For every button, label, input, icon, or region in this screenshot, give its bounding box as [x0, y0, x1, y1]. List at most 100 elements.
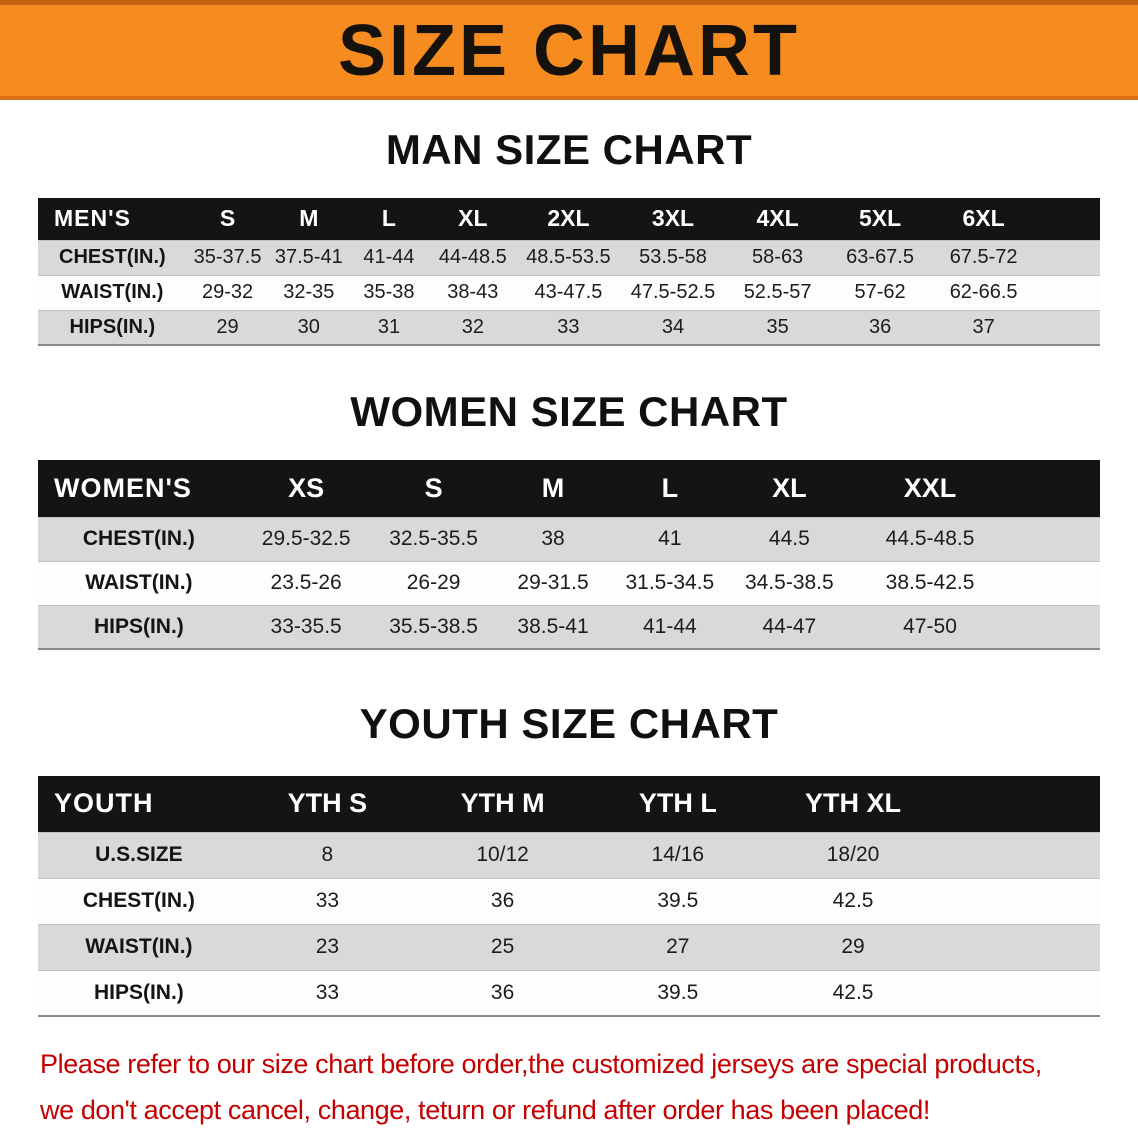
table-row: CHEST(IN.) 33 36 39.5 42.5 [38, 877, 1100, 924]
size-header-cell: S [186, 198, 269, 240]
youth-corner-header: YOUTH [38, 776, 240, 832]
spacer-cell [1036, 239, 1100, 275]
table-row: WAIST(IN.) 29-32 32-35 35-38 38-43 43-47… [38, 274, 1100, 310]
size-value-cell: 32.5-35.5 [372, 516, 495, 561]
table-row: U.S.SIZE 8 10/12 14/16 18/20 [38, 831, 1100, 878]
size-header-cell: L [611, 460, 729, 517]
size-value-cell: 26-29 [372, 560, 495, 605]
spacer-cell [1036, 198, 1100, 240]
size-header-cell: XL [428, 198, 517, 240]
size-value-cell: 42.5 [765, 877, 941, 924]
size-value-cell: 48.5-53.5 [516, 239, 620, 275]
row-label: HIPS(IN.) [38, 604, 240, 649]
size-value-cell: 38 [494, 516, 612, 561]
spacer-cell [940, 923, 1100, 970]
row-label: WAIST(IN.) [38, 560, 240, 605]
disclaimer-text: Please refer to our size chart before or… [0, 1041, 1138, 1133]
size-value-cell: 14/16 [590, 831, 766, 878]
size-header-cell: 4XL [726, 198, 830, 240]
size-value-cell: 18/20 [765, 831, 941, 878]
size-header-cell: YTH L [590, 776, 766, 832]
row-label: CHEST(IN.) [38, 239, 187, 275]
size-value-cell: 44.5-48.5 [850, 516, 1010, 561]
spacer-cell [1036, 274, 1100, 310]
size-value-cell: 32 [428, 309, 517, 345]
size-value-cell: 39.5 [590, 969, 766, 1016]
spacer-cell [1009, 460, 1100, 517]
youth-section-title: YOUTH SIZE CHART [359, 700, 779, 747]
size-value-cell: 33-35.5 [239, 604, 373, 649]
size-header-cell: L [349, 198, 429, 240]
size-value-cell: 29 [186, 309, 269, 345]
size-value-cell: 35-37.5 [186, 239, 269, 275]
size-header-cell: XS [239, 460, 373, 517]
size-header-cell: M [268, 198, 350, 240]
size-value-cell: 31 [349, 309, 429, 345]
size-value-cell: 44-48.5 [428, 239, 517, 275]
spacer-cell [1009, 604, 1100, 649]
row-label: CHEST(IN.) [38, 877, 240, 924]
spacer-cell [1036, 309, 1100, 345]
size-value-cell: 31.5-34.5 [611, 560, 729, 605]
size-value-cell: 44-47 [728, 604, 851, 649]
size-value-cell: 34 [619, 309, 727, 345]
size-value-cell: 38.5-42.5 [850, 560, 1010, 605]
size-value-cell: 63-67.5 [829, 239, 932, 275]
size-header-cell: YTH XL [765, 776, 941, 832]
row-label: HIPS(IN.) [38, 309, 187, 345]
size-value-cell: 44.5 [728, 516, 851, 561]
size-value-cell: 47-50 [850, 604, 1010, 649]
size-value-cell: 67.5-72 [931, 239, 1037, 275]
spacer-cell [940, 969, 1100, 1016]
row-label: HIPS(IN.) [38, 969, 240, 1016]
size-value-cell: 37 [931, 309, 1037, 345]
size-header-cell: 6XL [931, 198, 1037, 240]
size-value-cell: 37.5-41 [268, 239, 350, 275]
size-value-cell: 35 [726, 309, 830, 345]
disclaimer-line-2: we don't accept cancel, change, teturn o… [40, 1095, 930, 1125]
size-header-cell: 2XL [516, 198, 620, 240]
size-value-cell: 58-63 [726, 239, 830, 275]
size-value-cell: 23 [239, 923, 415, 970]
size-value-cell: 43-47.5 [516, 274, 620, 310]
size-header-cell: XL [728, 460, 851, 517]
size-value-cell: 34.5-38.5 [728, 560, 851, 605]
spacer-cell [940, 776, 1100, 832]
size-value-cell: 33 [239, 969, 415, 1016]
size-value-cell: 27 [590, 923, 766, 970]
size-value-cell: 23.5-26 [239, 560, 373, 605]
size-value-cell: 30 [268, 309, 350, 345]
size-header-cell: YTH S [239, 776, 415, 832]
size-value-cell: 42.5 [765, 969, 941, 1016]
youth-header-row: YOUTH YTH S YTH M YTH L YTH XL [38, 776, 1100, 832]
size-value-cell: 8 [239, 831, 415, 878]
size-value-cell: 35.5-38.5 [372, 604, 495, 649]
men-section-title: MAN SIZE CHART [385, 126, 753, 173]
men-header-row: MEN'S S M L XL 2XL 3XL 4XL 5XL 6XL [38, 198, 1100, 240]
banner-title: SIZE CHART [338, 10, 800, 91]
spacer-cell [940, 877, 1100, 924]
table-row: HIPS(IN.) 29 30 31 32 33 34 35 36 37 [38, 309, 1100, 345]
size-value-cell: 29.5-32.5 [239, 516, 373, 561]
row-label: CHEST(IN.) [38, 516, 240, 561]
women-corner-header: WOMEN'S [38, 460, 240, 517]
size-value-cell: 33 [239, 877, 415, 924]
size-value-cell: 41 [611, 516, 729, 561]
men-corner-header: MEN'S [38, 198, 187, 240]
size-value-cell: 38-43 [428, 274, 517, 310]
women-section-title: WOMEN SIZE CHART [350, 388, 788, 435]
women-header-row: WOMEN'S XS S M L XL XXL [38, 460, 1100, 517]
table-row: CHEST(IN.) 35-37.5 37.5-41 41-44 44-48.5… [38, 239, 1100, 275]
table-row: HIPS(IN.) 33 36 39.5 42.5 [38, 969, 1100, 1016]
size-value-cell: 38.5-41 [494, 604, 612, 649]
size-value-cell: 62-66.5 [931, 274, 1037, 310]
spacer-cell [940, 831, 1100, 878]
size-value-cell: 41-44 [611, 604, 729, 649]
size-value-cell: 36 [414, 969, 591, 1016]
size-header-cell: XXL [850, 460, 1010, 517]
row-label: WAIST(IN.) [38, 274, 187, 310]
size-header-cell: 5XL [829, 198, 932, 240]
size-chart-banner: SIZE CHART [0, 0, 1138, 100]
size-value-cell: 33 [516, 309, 620, 345]
size-header-cell: YTH M [414, 776, 591, 832]
